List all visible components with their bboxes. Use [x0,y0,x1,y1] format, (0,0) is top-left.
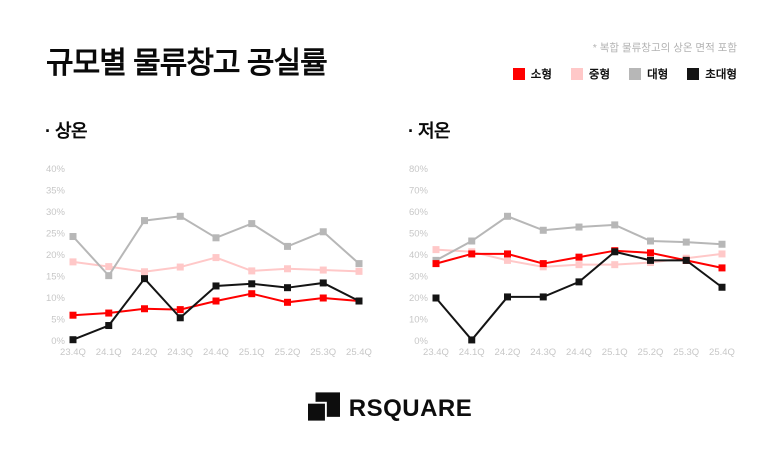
svg-text:24.4Q: 24.4Q [203,347,229,358]
svg-text:25.2Q: 25.2Q [638,347,664,358]
page-title: 규모별 물류창고 공실률 [46,47,328,80]
svg-text:30%: 30% [409,272,429,283]
svg-text:25%: 25% [46,229,66,240]
legend-label: 소형 [530,69,552,81]
svg-text:0%: 0% [414,336,428,347]
chart-heading-room-temp: · 상온 [45,121,88,141]
brand-logo-text: RSQUARE [348,395,473,422]
svg-text:24.4Q: 24.4Q [566,347,592,358]
svg-text:25.3Q: 25.3Q [673,347,699,358]
svg-text:24.1Q: 24.1Q [96,347,122,358]
svg-text:35%: 35% [46,186,66,197]
legend-swatch-medium [570,68,583,80]
line-chart-room-temp: 0% 5% 10% 15% 20% 25% 30% 35% 40% 23.4Q 24.1Q 24.2Q… [46,164,372,358]
chart-legend: 소형 중형 대형 초대형 [512,66,737,82]
footnote: * 복합 물류창고의 상온 면적 포함 [592,42,737,54]
chart-heading-cold: · 저온 [408,121,451,141]
svg-text:80%: 80% [409,164,429,175]
svg-text:0%: 0% [51,336,65,347]
legend-item-medium: 중형 [570,66,611,82]
svg-text:24.1Q: 24.1Q [459,347,485,358]
legend-item-xlarge: 초대형 [687,66,737,82]
svg-text:25.3Q: 25.3Q [310,347,336,358]
svg-text:25.4Q: 25.4Q [346,347,372,358]
svg-text:5%: 5% [51,315,65,326]
svg-text:40%: 40% [409,250,429,261]
brand-footer: RSQUARE [0,392,780,426]
svg-text:60%: 60% [409,207,429,218]
svg-text:15%: 15% [46,272,66,283]
legend-swatch-small [512,68,525,80]
svg-text:70%: 70% [409,186,429,197]
svg-text:25.4Q: 25.4Q [709,347,735,358]
svg-text:20%: 20% [46,250,66,261]
legend-label: 중형 [588,69,611,81]
svg-text:50%: 50% [409,229,429,240]
svg-text:20%: 20% [409,293,429,304]
svg-text:24.2Q: 24.2Q [495,347,521,358]
chart-section-room-temp: · 상온 0% 5% 10% 15% 20% 25% 30% 35% 40% 23.4Q 24.1Q… [45,117,395,363]
svg-text:23.4Q: 23.4Q [60,347,86,358]
chart-section-cold: · 저온 0% 10% 20% 30% 40% 50% 60% 70% 80% 23.4Q 24.1… [408,117,758,363]
svg-text:25.1Q: 25.1Q [602,347,628,358]
legend-swatch-large [629,68,642,80]
svg-text:10%: 10% [46,293,66,304]
svg-text:25.1Q: 25.1Q [239,347,265,358]
line-chart-cold: 0% 10% 20% 30% 40% 50% 60% 70% 80% 23.4Q 24.1Q 24.2… [409,164,735,358]
header-right: * 복합 물류창고의 상온 면적 포함 소형 중형 대형 초대형 [512,40,737,82]
rsquare-logo-icon [305,392,340,426]
svg-text:23.4Q: 23.4Q [423,347,449,358]
svg-text:24.3Q: 24.3Q [167,347,193,358]
svg-text:24.2Q: 24.2Q [132,347,158,358]
svg-text:40%: 40% [46,164,66,175]
legend-label: 대형 [647,69,669,81]
svg-text:24.3Q: 24.3Q [530,347,556,358]
svg-text:25.2Q: 25.2Q [275,347,301,358]
svg-text:10%: 10% [409,315,429,326]
legend-item-large: 대형 [629,66,668,82]
legend-swatch-xlarge [687,68,700,80]
svg-text:30%: 30% [46,207,66,218]
legend-item-small: 소형 [512,66,552,82]
legend-label: 초대형 [705,69,737,81]
